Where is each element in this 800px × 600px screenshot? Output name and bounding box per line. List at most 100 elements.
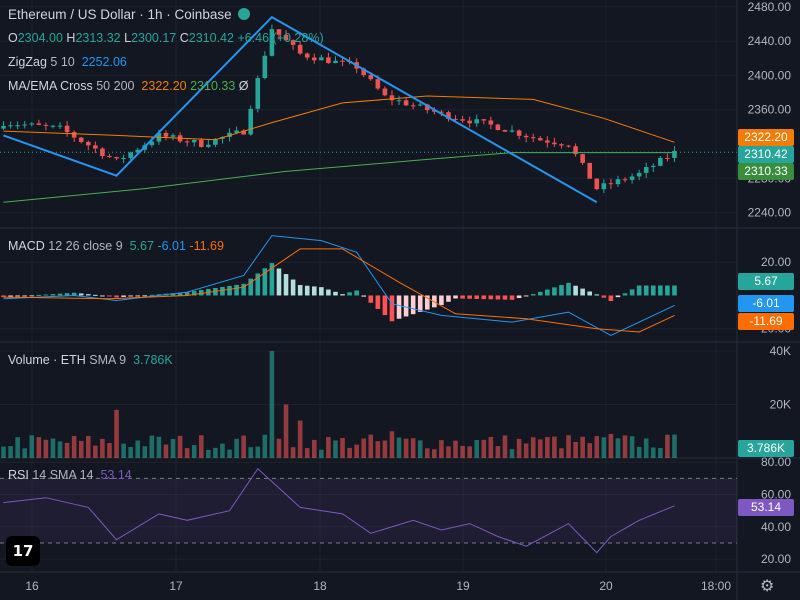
time-tick-label: 18:00: [701, 579, 731, 593]
macd-histogram-bar: [629, 289, 635, 296]
macd-line: [3, 235, 675, 336]
candle-body: [658, 157, 663, 166]
macd-histogram-bar: [453, 295, 458, 299]
volume-bar: [71, 435, 77, 458]
volume-bar: [410, 438, 416, 458]
candle-body: [64, 125, 70, 133]
volume-bar: [184, 448, 190, 458]
volume-bar: [276, 438, 282, 458]
macd-histogram-bar: [36, 294, 42, 296]
candle-body: [665, 157, 670, 159]
volume-bar: [43, 439, 49, 458]
rsi-params: 14 SMA 14: [32, 468, 94, 482]
candle-body: [213, 138, 218, 145]
macd-histogram-bar: [177, 292, 183, 296]
candle-body: [135, 149, 141, 153]
macd-histogram-bar: [559, 285, 564, 296]
macd-legend[interactable]: MACD 12 26 close 9 5.67 -6.01 -11.69: [8, 239, 224, 253]
candle-body: [71, 132, 77, 138]
candle-body: [297, 44, 303, 54]
rsi-pane[interactable]: [0, 467, 737, 554]
candle-body: [410, 105, 416, 107]
volume-bar: [234, 438, 239, 458]
candle-body: [248, 108, 254, 135]
macd-histogram-bar: [368, 295, 374, 303]
volume-bar: [347, 447, 352, 458]
macd-histogram-bar: [439, 295, 444, 306]
volume-bar: [636, 446, 642, 458]
gear-icon[interactable]: ⚙: [760, 578, 775, 595]
candle-body: [304, 53, 310, 58]
volume-bar: [537, 439, 543, 458]
macd-histogram-bar: [333, 291, 338, 296]
macd-histogram-bar: [389, 295, 395, 322]
volume-bar: [227, 449, 232, 458]
macd-histogram-bar: [121, 295, 126, 297]
volume-bar: [269, 351, 275, 458]
candle-body: [403, 100, 409, 106]
maema-legend[interactable]: MA/EMA Cross 50 200 2322.20 2310.33 Ø: [8, 79, 249, 93]
volume-bar: [615, 438, 621, 458]
macd-histogram-bar: [234, 284, 239, 296]
candle-body: [227, 132, 232, 137]
volume-bar: [15, 437, 20, 458]
macd-histogram-bar: [227, 285, 232, 296]
volume-bar: [290, 447, 296, 458]
candle-body: [255, 78, 261, 109]
candle-body: [509, 130, 515, 132]
macd-histogram-bar: [552, 287, 557, 296]
macd-histogram-bar: [8, 295, 13, 297]
volume-bar: [382, 440, 388, 458]
candle-body: [587, 162, 593, 179]
macd-pane[interactable]: [1, 235, 677, 336]
macd-signal-badge: -11.69: [738, 313, 794, 330]
macd-histogram-bar: [580, 288, 585, 296]
zigzag-legend[interactable]: ZigZag 5 10 2252.06: [8, 55, 127, 69]
open-value: 2304.00: [17, 31, 63, 45]
high-label: H: [66, 31, 76, 45]
candle-body: [121, 157, 126, 159]
volume-bar: [502, 435, 508, 458]
candle-body: [128, 152, 133, 158]
volume-bar: [198, 435, 204, 458]
chart-title: Ethereum / US Dollar · 1h · Coinbase: [8, 7, 232, 22]
volume-bar: [340, 437, 345, 458]
volume-bar: [304, 448, 310, 458]
volume-bar: [601, 437, 607, 458]
volume-bar: [354, 444, 359, 458]
volume-bar: [516, 438, 522, 458]
macd-histogram-bar: [347, 292, 352, 296]
macd-hist-badge: 5.67: [738, 273, 794, 290]
candle-body: [580, 154, 585, 163]
candle-body: [234, 130, 239, 133]
macd-name: MACD: [8, 239, 45, 253]
macd-histogram-bar: [326, 289, 331, 296]
candle-body: [396, 100, 402, 102]
price-pane[interactable]: [0, 15, 737, 204]
rsi-legend[interactable]: RSI 14 SMA 14 53.14: [8, 468, 132, 482]
volume-bar: [29, 435, 35, 458]
volume-bar: [64, 442, 70, 458]
volume-bar: [594, 436, 600, 458]
axes: 2480.002440.002400.002360.002280.002240.…: [25, 0, 791, 593]
maema-name: MA/EMA Cross: [8, 79, 93, 93]
volume-bar: [22, 448, 28, 458]
candle-body: [643, 167, 649, 173]
tradingview-logo[interactable]: 17: [6, 536, 40, 566]
candle-body: [488, 120, 494, 125]
volume-legend[interactable]: Volume · ETH SMA 9 3.786K: [8, 353, 173, 367]
volume-bar: [241, 435, 246, 458]
candle-body: [107, 156, 112, 158]
candle-body: [573, 146, 578, 155]
volume-pane[interactable]: [1, 351, 677, 458]
macd-badge: -6.01: [738, 295, 794, 312]
time-tick-label: 16: [25, 579, 39, 593]
candle-body: [29, 123, 35, 125]
macd-histogram-bar: [198, 290, 204, 296]
ema50-badge: 2322.20: [738, 129, 794, 146]
macd-histogram-bar: [71, 292, 77, 296]
zigzag-value: 2252.06: [81, 55, 127, 69]
candle-body: [502, 130, 508, 132]
macd-histogram-bar: [220, 286, 225, 296]
